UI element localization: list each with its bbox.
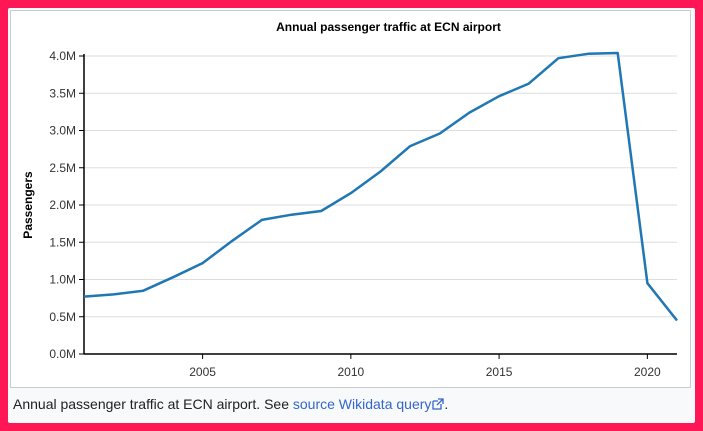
caption-end: .: [444, 396, 449, 412]
y-tick-label: 3.5M: [49, 86, 76, 100]
external-link-icon: [432, 398, 445, 410]
x-tick-label: 2015: [486, 365, 513, 379]
y-tick-label: 2.5M: [49, 161, 76, 175]
x-tick-label: 2020: [634, 365, 661, 379]
y-tick-label: 1.0M: [49, 273, 76, 287]
y-tick-label: 0.5M: [49, 310, 76, 324]
link-label: source Wikidata query: [292, 396, 432, 412]
figure-caption: Annual passenger traffic at ECN airport.…: [13, 396, 448, 412]
x-tick-label: 2010: [337, 365, 364, 379]
y-tick-label: 1.5M: [49, 235, 76, 249]
y-axis-label: Passengers: [21, 171, 35, 239]
caption-text: Annual passenger traffic at ECN airport.…: [13, 396, 293, 412]
y-tick-label: 2.0M: [49, 198, 76, 212]
chart-container: [10, 10, 691, 388]
y-tick-label: 0.0M: [49, 347, 76, 361]
x-tick-label: 2005: [189, 365, 216, 379]
chart-title: Annual passenger traffic at ECN airport: [276, 20, 501, 34]
source-wikidata-query-link[interactable]: source Wikidata query: [293, 396, 445, 412]
y-tick-label: 4.0M: [49, 49, 76, 63]
y-tick-label: 3.0M: [49, 124, 76, 138]
